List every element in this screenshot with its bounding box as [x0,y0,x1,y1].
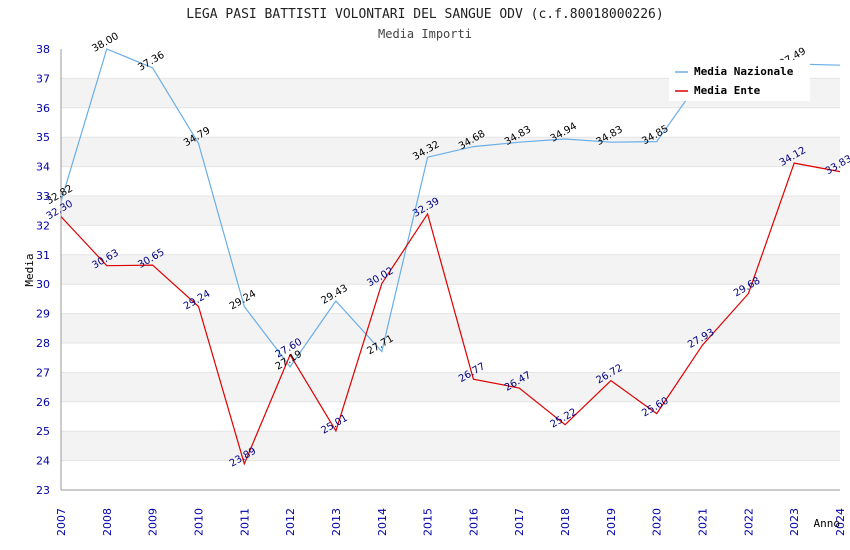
y-tick-label: 34 [36,161,50,174]
x-tick-label: 2009 [147,508,160,536]
y-tick-label: 28 [36,337,50,350]
legend-box [669,60,810,101]
x-tick-label: 2018 [559,508,572,536]
y-axis-ticks: 23 24 25 26 27 28 29 30 31 32 33 34 35 36 37 38 [36,43,50,497]
grid-band [61,254,840,285]
x-tick-label: 2013 [330,508,343,536]
y-tick-label: 30 [36,278,50,291]
x-tick-label: 2020 [651,508,664,536]
grid-band [61,401,840,432]
y-tick-label: 29 [36,308,50,321]
x-tick-label: 2007 [55,508,68,536]
y-tick-label: 38 [36,43,50,56]
x-tick-label: 2015 [422,508,435,536]
grid-band [61,372,840,402]
grid-band [61,225,840,255]
x-tick-label: 2023 [788,508,801,536]
x-tick-label: 2014 [376,508,389,536]
series-line-ente [60,162,841,466]
x-axis-ticks: 2007 2008 2009 2010 2011 2012 2013 2014 2015 2016… [55,508,847,536]
grid-band [61,431,840,461]
chart-subtitle: Media Importi [378,27,472,41]
grid-band [61,107,840,138]
y-tick-label: 24 [36,455,50,468]
x-tick-label: 2022 [742,508,755,536]
y-tick-label: 26 [36,396,50,409]
y-tick-label: 33 [36,190,50,203]
y-axis-label: Media [23,253,36,286]
x-tick-label: 2017 [513,508,526,536]
legend: Media Nazionale Media Ente [669,60,810,101]
chart-title: LEGA PASI BATTISTI VOLONTARI DEL SANGUE … [186,7,663,22]
grid-band [61,343,840,373]
grid-band [61,196,840,226]
x-tick-label: 2008 [101,508,114,536]
grid-band [61,313,840,343]
x-tick-label: 2016 [467,508,480,536]
y-tick-label: 36 [36,102,50,115]
x-tick-label: 2011 [238,508,251,536]
y-tick-label: 37 [36,72,50,85]
y-tick-label: 35 [36,131,50,144]
y-tick-label: 31 [36,249,50,262]
x-tick-label: 2021 [697,508,710,536]
y-tick-label: 23 [36,484,50,497]
x-tick-label: 2010 [192,508,205,536]
x-tick-label: 2024 [834,508,847,536]
legend-label-ente: Media Ente [694,84,761,97]
y-tick-label: 32 [36,219,50,232]
x-tick-label: 2012 [284,508,297,536]
x-axis-label: Anno [814,517,841,530]
x-tick-label: 2019 [605,508,618,536]
grid-band [61,166,840,196]
grid-bands [61,49,840,491]
axes [60,49,840,491]
y-tick-label: 27 [36,366,50,379]
legend-label-nazionale: Media Nazionale [694,65,794,78]
y-tick-label: 25 [36,425,50,438]
grid-band [61,460,840,490]
